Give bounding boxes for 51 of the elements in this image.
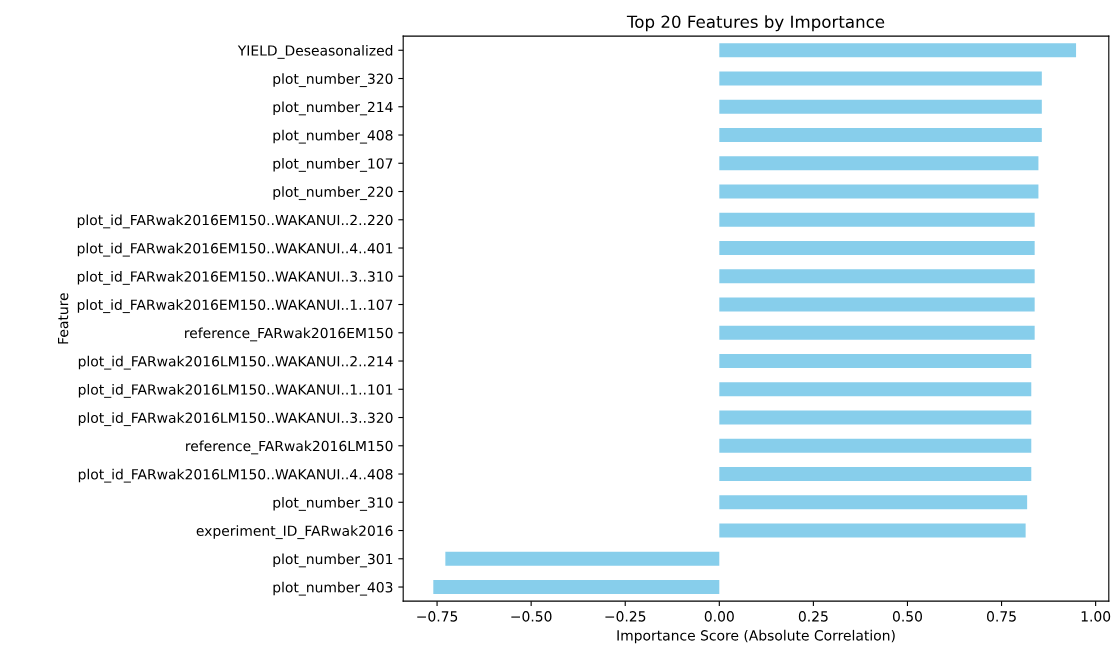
bar [719,184,1039,199]
bar [445,551,720,566]
y-tick-label: plot_number_107 [273,157,393,172]
y-tick-label: plot_id_FARwak2016EM150..WAKANUI..4..401 [77,242,393,257]
bar [719,466,1032,482]
y-tick-label: plot_id_FARwak2016LM150..WAKANUI..2..214 [78,355,393,370]
bar [719,495,1028,510]
bar [719,325,1035,340]
bar [719,127,1042,143]
y-tick-label: YIELD_Deseasonalized [237,44,393,59]
bar [719,212,1035,227]
bar [719,99,1042,114]
x-tick-label: 0.00 [704,611,734,622]
y-tick-label: plot_id_FARwak2016EM150..WAKANUI..1..107 [77,299,393,314]
bar [719,43,1077,58]
chart-title: Top 20 Features by Importance [626,15,885,32]
bar [719,438,1032,453]
y-tick-label: experiment_ID_FARwak2016 [196,525,393,540]
x-tick-label: 0.75 [987,611,1016,622]
x-tick-label: −0.50 [511,611,552,622]
bar [719,269,1035,284]
bar [719,297,1035,312]
y-tick-label: plot_number_403 [273,581,393,596]
y-tick-label: plot_number_310 [273,497,393,511]
bar [719,240,1035,256]
bar [719,71,1042,86]
y-tick-label: plot_id_FARwak2016LM150..WAKANUI..4..408 [78,468,393,483]
y-axis-title: Feature [58,293,69,344]
y-tick-label: plot_number_214 [273,101,393,116]
x-tick-label: 0.50 [892,611,923,622]
bar [433,579,720,595]
bar [719,523,1026,538]
x-tick-label: 0.25 [798,611,828,622]
y-tick-label: reference_FARwak2016LM150 [186,440,393,455]
y-tick-label: plot_id_FARwak2016EM150..WAKANUI..2..220 [77,214,393,229]
bar [719,353,1032,369]
x-tick-label: 1.00 [1081,611,1111,622]
bar [719,382,1032,397]
y-tick-label: plot_number_320 [273,73,393,88]
x-axis-title: Importance Score (Absolute Correlation) [617,629,895,644]
y-tick-label: plot_id_FARwak2016EM150..WAKANUI..3..310 [77,270,393,285]
bar [719,156,1039,171]
y-tick-label: plot_id_FARwak2016LM150..WAKANUI..1..101 [78,384,393,398]
y-tick-label: reference_FARwak2016EM150 [185,327,393,342]
bar [719,410,1032,425]
y-tick-label: plot_number_220 [273,186,393,201]
y-tick-label: plot_number_408 [273,129,393,144]
y-tick-label: plot_number_301 [273,553,393,568]
y-tick-label: plot_id_FARwak2016LM150..WAKANUI..3..320 [78,412,393,427]
x-tick-label: −0.25 [605,611,646,622]
x-tick-label: −0.75 [417,611,458,622]
